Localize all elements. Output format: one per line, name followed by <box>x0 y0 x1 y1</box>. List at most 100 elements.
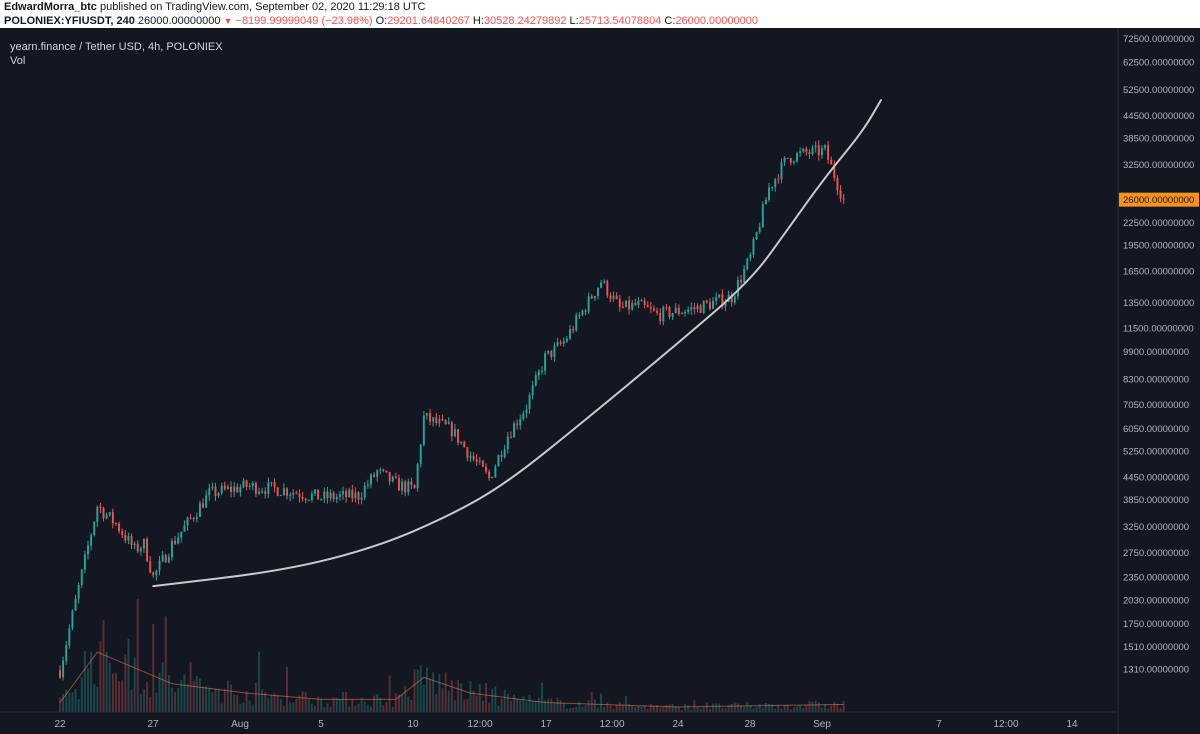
candle <box>329 489 332 502</box>
volume-bar <box>254 682 257 712</box>
published-text: published on TradingView.com, September … <box>99 1 426 13</box>
volume-bar <box>513 694 515 712</box>
candle <box>429 408 432 426</box>
candle <box>152 571 155 578</box>
candle <box>665 303 668 311</box>
candle <box>771 186 774 191</box>
volume-bar <box>628 703 631 712</box>
candle <box>646 301 649 308</box>
candle <box>115 522 117 526</box>
candle <box>506 431 509 454</box>
volume-bar <box>522 696 525 712</box>
candle <box>544 350 547 376</box>
volume-bar <box>796 706 798 712</box>
volume-bar <box>379 697 382 712</box>
price-tick-label: 5250.00000000 <box>1123 446 1189 457</box>
volume-bar <box>183 674 186 712</box>
price-tick-label: 62500.00000000 <box>1123 57 1194 68</box>
volume-bar <box>385 701 388 712</box>
volume-bar <box>755 706 758 712</box>
candle <box>631 300 634 311</box>
volume-bar <box>811 701 814 712</box>
candle <box>357 491 360 505</box>
candle <box>118 521 121 534</box>
curve-path[interactable] <box>152 99 882 588</box>
candle <box>295 490 298 495</box>
time-axis[interactable]: 22 27 Aug 5 10 12:00 17 12:00 24 28 Sep 7 12:00 14 <box>0 711 1117 730</box>
volume-bar <box>180 679 183 712</box>
candle <box>348 487 351 498</box>
volume-bar <box>435 694 438 712</box>
volume-bar <box>351 699 354 712</box>
candle <box>761 201 764 228</box>
price-tick-label: 2750.00000000 <box>1123 548 1189 559</box>
price-tick-label: 16500.00000000 <box>1123 267 1194 278</box>
candle <box>780 158 783 184</box>
chart-area[interactable]: 72500.00000000 62500.00000000 52500.000000… <box>0 28 1200 734</box>
volume-bar <box>475 695 478 712</box>
volume-bar <box>370 706 372 712</box>
candle <box>326 486 329 504</box>
price-chart[interactable]: 72500.00000000 62500.00000000 52500.000000… <box>0 28 1200 734</box>
candle <box>264 487 267 499</box>
volume-bar <box>242 702 245 712</box>
candle <box>640 298 643 302</box>
volume-bar <box>397 694 400 712</box>
volume-bar <box>541 682 543 712</box>
volume-bar <box>124 654 127 712</box>
volume-bar <box>450 680 453 712</box>
candle <box>736 276 739 300</box>
candle <box>366 479 369 489</box>
candle <box>258 487 260 496</box>
volume-bar <box>146 681 149 712</box>
volume-bar <box>587 699 590 712</box>
candle <box>453 423 456 438</box>
volume-bar <box>149 697 152 712</box>
candle <box>223 481 226 491</box>
candle <box>730 291 733 307</box>
candle <box>814 141 817 153</box>
volume-bar <box>789 709 792 712</box>
volume-bar <box>615 704 618 712</box>
price-axis[interactable]: 72500.00000000 62500.00000000 52500.000000… <box>1117 28 1199 734</box>
volume-bar <box>836 703 839 712</box>
price-tick-label: 32500.00000000 <box>1123 160 1194 171</box>
volume-bar <box>251 704 254 712</box>
candle <box>205 490 208 508</box>
candle <box>376 469 379 482</box>
price-tick-label: 1750.00000000 <box>1123 619 1189 630</box>
volume-bar <box>618 701 621 712</box>
volume-bar <box>77 699 80 712</box>
volume-bar <box>597 707 599 712</box>
candle <box>699 303 702 314</box>
volume-bar <box>376 693 379 712</box>
volume-bar <box>401 694 404 712</box>
volume-bar <box>572 707 575 712</box>
volume-bar <box>820 707 823 712</box>
price-tick-label: 3250.00000000 <box>1123 522 1189 533</box>
volume-bar <box>429 679 432 712</box>
candle <box>481 459 484 468</box>
volume-bar <box>590 692 593 712</box>
publisher-name[interactable]: EdwardMorra_btc <box>4 1 97 13</box>
volume-bar <box>547 698 550 712</box>
volume-bar <box>301 691 304 712</box>
price-tick-label: 2350.00000000 <box>1123 573 1189 584</box>
volume-bar <box>65 689 68 712</box>
candle <box>827 141 830 164</box>
candle <box>522 410 525 421</box>
volume-bar <box>733 702 736 712</box>
candle <box>413 484 416 489</box>
volume-bar <box>625 695 627 712</box>
volume-bar <box>730 703 733 712</box>
candle <box>652 305 655 312</box>
candle <box>292 489 295 500</box>
down-triangle-icon: ▼ <box>223 16 233 26</box>
volume-bar <box>167 675 170 712</box>
volume-bar <box>155 692 158 712</box>
candle <box>401 478 404 495</box>
volume-bar <box>139 694 142 712</box>
volume-bar <box>111 673 114 712</box>
volume-bar <box>239 704 242 712</box>
candle <box>792 160 795 165</box>
